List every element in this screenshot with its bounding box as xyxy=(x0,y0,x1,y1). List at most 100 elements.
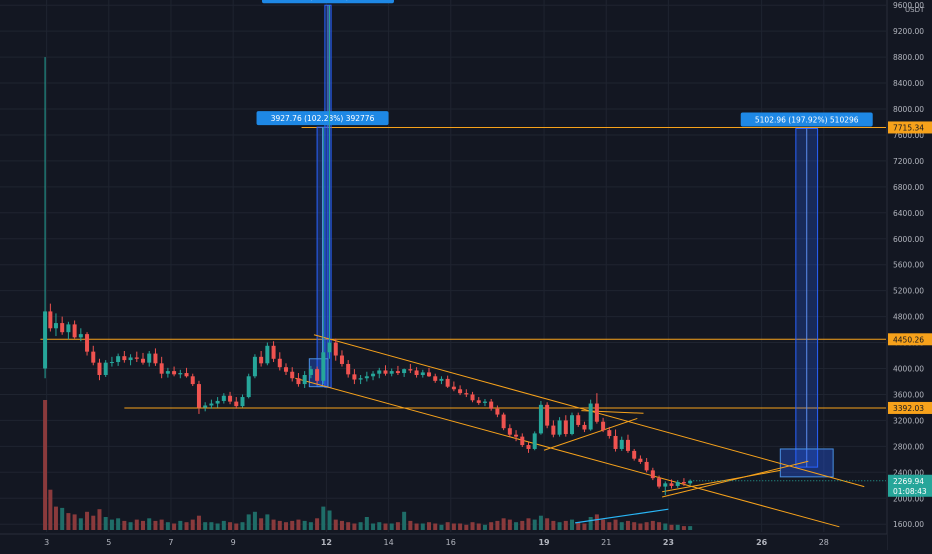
candle-body xyxy=(134,357,139,359)
volume-bar xyxy=(582,523,587,530)
measure-label: 5102.96 (197.92%) 510296 xyxy=(755,115,859,124)
candle-body xyxy=(476,400,481,403)
volume-bar xyxy=(178,520,183,530)
volume-bar xyxy=(284,522,289,530)
volume-bar xyxy=(346,522,351,530)
horizontal-levels[interactable] xyxy=(40,126,886,409)
volume-trendline[interactable] xyxy=(575,508,669,524)
trendline[interactable] xyxy=(543,417,638,451)
volume-bar xyxy=(190,519,195,530)
candle-body xyxy=(296,378,301,385)
measure-entry-box[interactable] xyxy=(779,448,834,478)
candle-body xyxy=(358,378,363,380)
volume-bar xyxy=(271,519,276,530)
candle-body xyxy=(252,356,257,377)
volume-bar xyxy=(650,520,655,530)
candle-body xyxy=(72,324,77,338)
volume-bar xyxy=(414,523,419,530)
candle-body xyxy=(482,401,487,403)
price-tick-label: 1600.00 xyxy=(893,520,924,529)
volume-bar xyxy=(520,520,525,530)
candle-body xyxy=(165,371,170,374)
candle-body xyxy=(688,480,693,484)
volume-bar xyxy=(532,519,537,530)
volume-bar xyxy=(408,520,413,530)
level-price-tag[interactable] xyxy=(888,401,932,414)
candle-body xyxy=(234,401,239,407)
price-tick-label: 9600.00 xyxy=(893,1,924,10)
trendline[interactable] xyxy=(295,377,840,528)
volume-bar xyxy=(209,522,214,530)
candle-body xyxy=(333,342,338,356)
candle-body xyxy=(122,356,127,361)
level-price-tag[interactable] xyxy=(888,121,932,134)
level-price-label: 3392.03 xyxy=(893,404,924,413)
time-axis[interactable]: 3 5 7 9 12 14 16 19 21 23 26 28 xyxy=(0,533,887,550)
price-tick-label: 6000.00 xyxy=(893,235,924,244)
candle-body xyxy=(190,376,195,385)
candle-body xyxy=(451,386,456,390)
price-tick-label: 6400.00 xyxy=(893,209,924,218)
candle-body xyxy=(638,458,643,462)
volume-bar xyxy=(601,519,606,530)
volume-bar xyxy=(109,519,114,530)
price-tick-label: 6800.00 xyxy=(893,183,924,192)
price-axis[interactable]: 9600.00 9200.00 8800.00 8400.00 8000.00 7600.… xyxy=(693,0,932,550)
time-tick-label: 7 xyxy=(168,538,173,547)
time-tick-label: 21 xyxy=(601,538,611,547)
volume-bar xyxy=(675,524,680,530)
volume-bar xyxy=(277,520,282,530)
volume-bar xyxy=(607,522,612,530)
candle-body xyxy=(458,389,463,394)
level-price-tag[interactable] xyxy=(888,333,932,346)
candle-body xyxy=(433,376,438,381)
candle-body xyxy=(203,405,208,408)
candle-body xyxy=(172,371,177,375)
candle-body xyxy=(563,420,568,435)
volume-bar xyxy=(688,526,693,530)
volume-bar xyxy=(159,519,164,530)
volume-bar xyxy=(358,522,363,530)
volume-bar xyxy=(321,506,326,530)
current-price-label: 2269.94 xyxy=(893,477,924,486)
level-price-label: 7715.34 xyxy=(893,123,924,132)
candle-body xyxy=(402,369,407,374)
volume-bar xyxy=(576,522,581,530)
candle-body xyxy=(290,371,295,379)
candle-body xyxy=(308,369,313,375)
volume-bar xyxy=(228,522,233,530)
measure-tools[interactable]: 9396.93 (248.26%) 939693 3927.76 (102.23%… xyxy=(256,0,873,478)
time-tick-label: 3 xyxy=(44,538,49,547)
volume-bar xyxy=(43,400,48,530)
candle-body xyxy=(445,378,450,387)
candle-body xyxy=(321,352,326,381)
measure-label: 9396.93 (248.26%) 939693 xyxy=(276,0,380,1)
volume-bar xyxy=(439,524,444,530)
candle-body xyxy=(532,433,537,449)
candle-body xyxy=(464,393,469,395)
volume-bar xyxy=(594,514,599,530)
current-price-tag[interactable] xyxy=(888,474,932,497)
candle-body xyxy=(594,403,599,422)
time-tick-label: 9 xyxy=(231,538,236,547)
candle-body xyxy=(582,424,587,430)
candle-body xyxy=(209,403,214,406)
volume-bar xyxy=(389,523,394,530)
volume-bar xyxy=(482,524,487,530)
volume-bar xyxy=(663,523,668,530)
trendline[interactable] xyxy=(662,460,809,498)
volume-bar xyxy=(53,506,58,530)
candle-body xyxy=(184,373,189,377)
volume-bar xyxy=(215,523,220,530)
volume-bar xyxy=(116,518,121,530)
candle-body xyxy=(228,395,233,402)
volume-bar xyxy=(377,522,382,530)
candle-body xyxy=(538,404,543,434)
volume-bar xyxy=(458,523,463,530)
candle-body xyxy=(196,384,201,408)
candle-body xyxy=(495,408,500,415)
candle-body xyxy=(153,353,158,364)
